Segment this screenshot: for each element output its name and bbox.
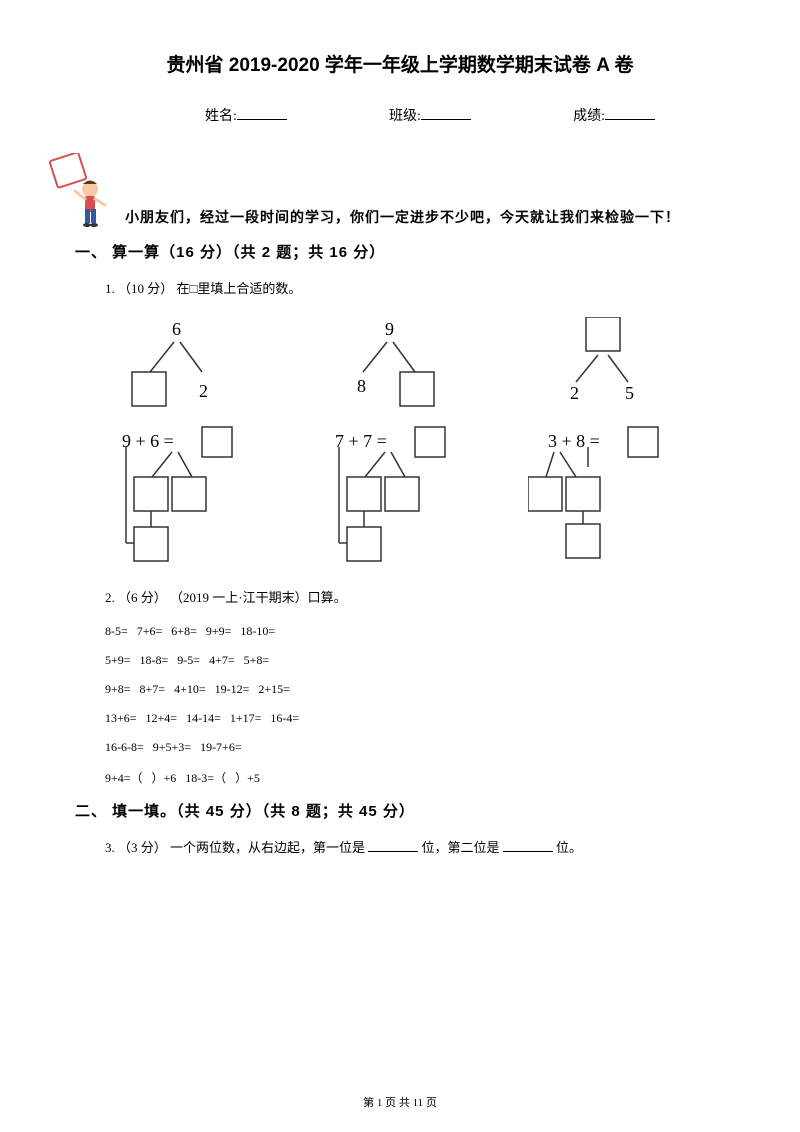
page-title: 贵州省 2019-2020 学年一年级上学期数学期末试卷 A 卷 xyxy=(75,50,725,77)
diagram-3: 2 5 3 + 8 = xyxy=(528,317,708,567)
diagram-row: 6 2 9 + 6 = 9 8 7 + 7 = xyxy=(85,317,725,567)
question-1: 1. （10 分） 在□里填上合适的数。 xyxy=(105,278,725,297)
calc-line-1: 8-5= 7+6= 6+8= 9+9= 18-10= xyxy=(105,624,725,639)
section1-heading: 一、 算一算（16 分）（共 2 题；共 16 分） xyxy=(75,241,725,262)
page-footer: 第 1 页 共 11 页 xyxy=(0,1094,800,1110)
q2-text: 2. （6 分） （2019 一上·江干期末）口算。 xyxy=(105,587,725,606)
name-blank[interactable] xyxy=(237,106,287,120)
name-field: 姓名: xyxy=(205,105,287,125)
score-label: 成绩: xyxy=(573,105,605,125)
calc-line-2: 5+9= 18-8= 9-5= 4+7= 5+8= xyxy=(105,653,725,668)
d2-left: 8 xyxy=(357,376,366,396)
d3-right: 5 xyxy=(625,383,634,403)
d3-eq: 3 + 8 = xyxy=(548,431,600,451)
calc-line-6: 9+4=（ ）+6 18-3=（ ）+5 xyxy=(105,769,725,786)
question-2: 2. （6 分） （2019 一上·江干期末）口算。 xyxy=(105,587,725,606)
q1-text: 1. （10 分） 在□里填上合适的数。 xyxy=(105,278,725,297)
q3-suffix: 位。 xyxy=(556,840,582,855)
calc-line-4: 13+6= 12+4= 14-14= 1+17= 16-4= xyxy=(105,711,725,726)
intro-block: 小朋友们，经过一段时间的学习，你们一定进步不少吧，今天就让我们来检验一下！ xyxy=(75,153,725,233)
diagram-2: 9 8 7 + 7 = xyxy=(315,317,495,567)
class-field: 班级: xyxy=(389,105,471,125)
intro-text: 小朋友们，经过一段时间的学习，你们一定进步不少吧，今天就让我们来检验一下！ xyxy=(125,207,680,227)
score-field: 成绩: xyxy=(573,105,655,125)
diagram-1: 6 2 9 + 6 = xyxy=(102,317,282,567)
class-blank[interactable] xyxy=(421,106,471,120)
section2-heading: 二、 填一填。（共 45 分）（共 8 题；共 45 分） xyxy=(75,800,725,821)
d3-left: 2 xyxy=(570,383,579,403)
info-row: 姓名: 班级: 成绩: xyxy=(75,105,725,125)
d2-eq: 7 + 7 = xyxy=(335,431,387,451)
q3-mid: 位，第二位是 xyxy=(422,840,500,855)
question-3: 3. （3 分） 一个两位数，从右边起，第一位是 位，第二位是 位。 xyxy=(105,837,725,856)
d1-eq: 9 + 6 = xyxy=(122,431,174,451)
d1-right: 2 xyxy=(199,381,208,401)
score-blank[interactable] xyxy=(605,106,655,120)
d1-top: 6 xyxy=(172,319,181,339)
calc-line-3: 9+8= 8+7= 4+10= 19-12= 2+15= xyxy=(105,682,725,697)
cartoon-icon xyxy=(45,153,125,233)
name-label: 姓名: xyxy=(205,105,237,125)
q3-prefix: 3. （3 分） 一个两位数，从右边起，第一位是 xyxy=(105,840,365,855)
calc-line-5: 16-6-8= 9+5+3= 19-7+6= xyxy=(105,740,725,755)
class-label: 班级: xyxy=(389,105,421,125)
q3-blank1[interactable] xyxy=(368,840,418,852)
q3-blank2[interactable] xyxy=(503,840,553,852)
d2-top: 9 xyxy=(385,319,394,339)
